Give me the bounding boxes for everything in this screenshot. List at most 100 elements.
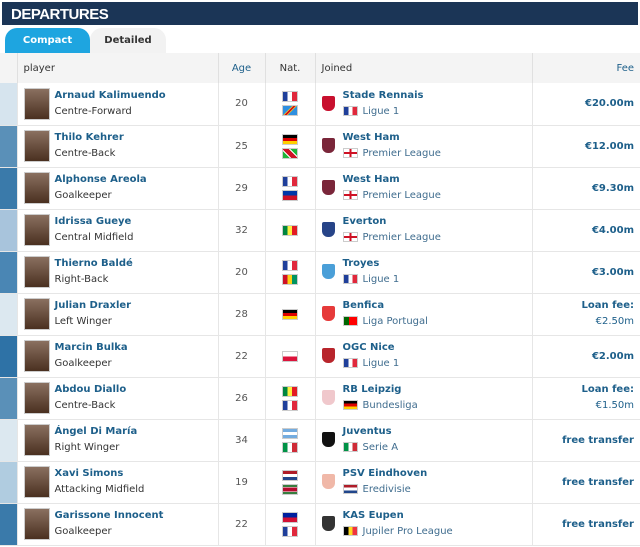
league-link[interactable]: Ligue 1 — [362, 358, 400, 369]
club-crest-icon[interactable] — [321, 432, 335, 447]
player-photo[interactable] — [23, 214, 50, 246]
nationality-flag-senegal-icon — [282, 385, 298, 397]
nationality-cell — [265, 167, 316, 210]
league-link[interactable]: Serie A — [362, 442, 399, 453]
joined-cell: Everton Premier League — [315, 209, 533, 252]
club-link[interactable]: Troyes — [342, 258, 380, 269]
player-position: Right Winger — [54, 442, 120, 453]
player-name-link[interactable]: Abdou Diallo — [54, 384, 127, 395]
club-crest-icon[interactable] — [321, 306, 335, 321]
col-fee[interactable]: Fee — [532, 53, 640, 83]
player-photo[interactable] — [23, 298, 50, 330]
club-link[interactable]: RB Leipzig — [342, 384, 402, 395]
player-photo[interactable] — [23, 172, 50, 204]
player-age: 20 — [218, 251, 266, 294]
league-link[interactable]: Eredivisie — [362, 484, 411, 495]
player-cell: Julian Draxler Left Winger — [17, 293, 219, 336]
fee-value[interactable]: €9.30m — [591, 182, 634, 194]
club-crest-icon[interactable] — [321, 516, 335, 531]
player-age: 22 — [218, 503, 266, 546]
fee-value[interactable]: €2.50m — [595, 316, 634, 327]
player-name-link[interactable]: Thierno Baldé — [54, 258, 133, 269]
fee-value[interactable]: €1.50m — [595, 400, 634, 411]
player-photo[interactable] — [23, 508, 50, 540]
league-link[interactable]: Ligue 1 — [362, 105, 400, 117]
player-name-link[interactable]: Alphonse Areola — [54, 174, 147, 185]
player-name-link[interactable]: Thilo Kehrer — [54, 132, 124, 143]
row-marker — [0, 335, 18, 378]
league-link[interactable]: Liga Portugal — [362, 316, 428, 327]
club-link[interactable]: KAS Eupen — [342, 510, 404, 521]
col-age[interactable]: Age — [218, 53, 266, 83]
nationality-flag-germany-icon — [282, 308, 298, 320]
player-photo[interactable] — [23, 130, 50, 162]
player-name-link[interactable]: Marcin Bulka — [54, 342, 128, 353]
fee-value[interactable]: free transfer — [562, 476, 634, 488]
club-crest-icon[interactable] — [321, 180, 335, 195]
nationality-flag-italy-icon — [282, 441, 298, 453]
league-flag-england-icon — [342, 190, 358, 200]
fee-value[interactable]: free transfer — [562, 434, 634, 446]
player-position: Centre-Back — [54, 148, 116, 159]
league-link[interactable]: Premier League — [362, 148, 441, 159]
club-crest-icon[interactable] — [321, 222, 335, 237]
club-link[interactable]: OGC Nice — [342, 342, 395, 353]
league-link[interactable]: Jupiler Pro League — [362, 526, 453, 537]
nationality-cell — [265, 335, 316, 378]
row-marker — [0, 419, 18, 462]
player-name-link[interactable]: Idrissa Gueye — [54, 216, 132, 227]
player-cell: Garissone Innocent Goalkeeper — [17, 503, 219, 546]
league-link[interactable]: Bundesliga — [362, 400, 418, 411]
fee-value[interactable]: €20.00m — [584, 98, 634, 110]
player-name-link[interactable]: Julian Draxler — [54, 300, 132, 311]
fee-value[interactable]: €3.00m — [591, 266, 634, 278]
player-name-link[interactable]: Ángel Di María — [54, 426, 138, 437]
player-age: 22 — [218, 335, 266, 378]
club-link[interactable]: Juventus — [342, 426, 392, 437]
player-name-link[interactable]: Xavi Simons — [54, 468, 124, 479]
league-link[interactable]: Premier League — [362, 190, 441, 201]
player-name-link[interactable]: Arnaud Kalimuendo — [54, 89, 166, 101]
fee-value[interactable]: €12.00m — [584, 140, 634, 152]
league-flag-italy-icon — [342, 442, 358, 452]
player-cell: Arnaud Kalimuendo Centre-Forward — [17, 83, 219, 126]
fee-cell: €9.30m — [532, 167, 640, 210]
fee-cell: €3.00m — [532, 251, 640, 294]
club-link[interactable]: PSV Eindhoven — [342, 468, 428, 479]
club-link[interactable]: Stade Rennais — [342, 89, 424, 101]
fee-value[interactable]: €2.00m — [591, 350, 634, 362]
nationality-flag-haiti-icon — [282, 511, 298, 523]
player-cell: Thierno Baldé Right-Back — [17, 251, 219, 294]
club-crest-icon[interactable] — [321, 348, 335, 363]
joined-cell: West Ham Premier League — [315, 125, 533, 168]
player-photo[interactable] — [23, 466, 50, 498]
table-row: Abdou Diallo Centre-Back 26 RB Leipzig Bun… — [0, 377, 640, 420]
player-name-link[interactable]: Garissone Innocent — [54, 510, 164, 521]
club-crest-icon[interactable] — [321, 264, 335, 279]
tab-detailed[interactable]: Detailed — [90, 28, 166, 53]
club-link[interactable]: Benfica — [342, 300, 385, 311]
club-crest-icon[interactable] — [321, 474, 335, 489]
player-photo[interactable] — [23, 382, 50, 414]
player-photo[interactable] — [23, 87, 50, 120]
nationality-flag-france-icon — [282, 91, 298, 103]
club-crest-icon[interactable] — [321, 138, 335, 153]
tab-compact[interactable]: Compact — [5, 28, 90, 53]
club-crest-icon[interactable] — [321, 95, 335, 111]
table-row: Julian Draxler Left Winger 28 Benfica Liga… — [0, 293, 640, 336]
player-photo[interactable] — [23, 340, 50, 372]
fee-value[interactable]: €4.00m — [591, 224, 634, 236]
player-photo[interactable] — [23, 424, 50, 456]
club-link[interactable]: West Ham — [342, 174, 400, 185]
player-photo[interactable] — [23, 256, 50, 288]
club-link[interactable]: West Ham — [342, 132, 400, 143]
club-link[interactable]: Everton — [342, 216, 387, 227]
nationality-flag-france-icon — [282, 525, 298, 537]
club-crest-icon[interactable] — [321, 390, 335, 405]
player-cell: Ángel Di María Right Winger — [17, 419, 219, 462]
joined-cell: OGC Nice Ligue 1 — [315, 335, 533, 378]
fee-value[interactable]: free transfer — [562, 518, 634, 530]
league-link[interactable]: Ligue 1 — [362, 274, 400, 285]
league-link[interactable]: Premier League — [362, 232, 441, 243]
nationality-flag-guinea-icon — [282, 273, 298, 285]
